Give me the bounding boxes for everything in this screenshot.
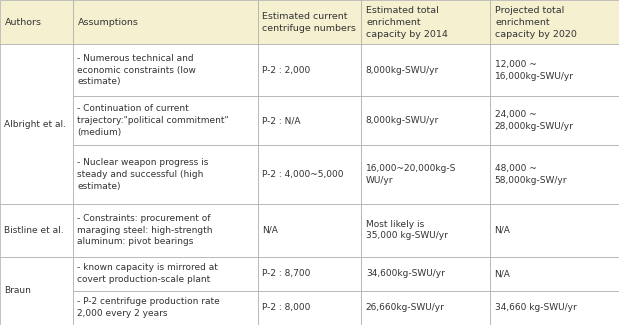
- Text: Assumptions: Assumptions: [78, 18, 139, 27]
- Bar: [490, 45, 619, 96]
- Text: 24,000 ~
28,000kg-SWU/yr: 24,000 ~ 28,000kg-SWU/yr: [495, 110, 573, 131]
- Text: Bistline et al.: Bistline et al.: [4, 226, 64, 235]
- Bar: [0, 203, 73, 256]
- Bar: [258, 96, 361, 145]
- Text: P-2 : 4,000~5,000: P-2 : 4,000~5,000: [262, 170, 344, 179]
- Text: - Numerous technical and
economic constraints (low
estimate): - Numerous technical and economic constr…: [77, 54, 196, 86]
- Text: - Continuation of current
trajectory:"political commitment"
(medium): - Continuation of current trajectory:"po…: [77, 104, 229, 137]
- Text: 8,000kg-SWU/yr: 8,000kg-SWU/yr: [366, 116, 439, 125]
- Bar: [258, 256, 361, 291]
- Text: 8,000kg-SWU/yr: 8,000kg-SWU/yr: [366, 66, 439, 75]
- Text: - known capacity is mirrored at
covert production-scale plant: - known capacity is mirrored at covert p…: [77, 263, 219, 284]
- Bar: [490, 0, 619, 45]
- Text: P-2 : N/A: P-2 : N/A: [262, 116, 300, 125]
- Bar: [0, 0, 73, 45]
- Bar: [361, 291, 490, 325]
- Text: N/A: N/A: [495, 226, 511, 235]
- Bar: [361, 145, 490, 203]
- Bar: [490, 96, 619, 145]
- Text: P-2 : 8,000: P-2 : 8,000: [262, 304, 310, 312]
- Bar: [0, 45, 73, 203]
- Bar: [258, 291, 361, 325]
- Text: - Constraints: procurement of
maraging steel: high-strength
aluminum: pivot bear: - Constraints: procurement of maraging s…: [77, 214, 213, 246]
- Bar: [361, 0, 490, 45]
- Text: 12,000 ~
16,000kg-SWU/yr: 12,000 ~ 16,000kg-SWU/yr: [495, 60, 574, 81]
- Bar: [73, 45, 258, 96]
- Text: N/A: N/A: [495, 269, 511, 278]
- Text: P-2 : 2,000: P-2 : 2,000: [262, 66, 310, 75]
- Text: 34,600kg-SWU/yr: 34,600kg-SWU/yr: [366, 269, 444, 278]
- Bar: [361, 256, 490, 291]
- Bar: [490, 291, 619, 325]
- Bar: [490, 145, 619, 203]
- Text: - Nuclear weapon progress is
steady and successful (high
estimate): - Nuclear weapon progress is steady and …: [77, 158, 209, 191]
- Bar: [73, 203, 258, 256]
- Text: Estimated current
centrifuge numbers: Estimated current centrifuge numbers: [262, 12, 357, 32]
- Text: - P-2 centrifuge production rate
2,000 every 2 years: - P-2 centrifuge production rate 2,000 e…: [77, 297, 220, 318]
- Bar: [258, 145, 361, 203]
- Bar: [73, 291, 258, 325]
- Bar: [361, 203, 490, 256]
- Text: Most likely is
35,000 kg-SWU/yr: Most likely is 35,000 kg-SWU/yr: [366, 220, 448, 240]
- Bar: [73, 0, 258, 45]
- Text: 26,660kg-SWU/yr: 26,660kg-SWU/yr: [366, 304, 444, 312]
- Bar: [73, 145, 258, 203]
- Text: Projected total
enrichment
capacity by 2020: Projected total enrichment capacity by 2…: [495, 6, 577, 39]
- Text: P-2 : 8,700: P-2 : 8,700: [262, 269, 310, 278]
- Bar: [0, 256, 73, 325]
- Text: Authors: Authors: [5, 18, 42, 27]
- Bar: [490, 256, 619, 291]
- Text: Braun: Braun: [4, 286, 31, 295]
- Bar: [361, 96, 490, 145]
- Text: N/A: N/A: [262, 226, 278, 235]
- Text: Estimated total
enrichment
capacity by 2014: Estimated total enrichment capacity by 2…: [366, 6, 448, 39]
- Bar: [73, 256, 258, 291]
- Text: Albright et al.: Albright et al.: [4, 120, 66, 128]
- Text: 48,000 ~
58,000kg-SW/yr: 48,000 ~ 58,000kg-SW/yr: [495, 164, 567, 185]
- Bar: [258, 0, 361, 45]
- Bar: [258, 45, 361, 96]
- Bar: [361, 45, 490, 96]
- Text: 34,660 kg-SWU/yr: 34,660 kg-SWU/yr: [495, 304, 576, 312]
- Bar: [258, 203, 361, 256]
- Bar: [490, 203, 619, 256]
- Bar: [73, 96, 258, 145]
- Text: 16,000~20,000kg-S
WU/yr: 16,000~20,000kg-S WU/yr: [366, 164, 456, 185]
